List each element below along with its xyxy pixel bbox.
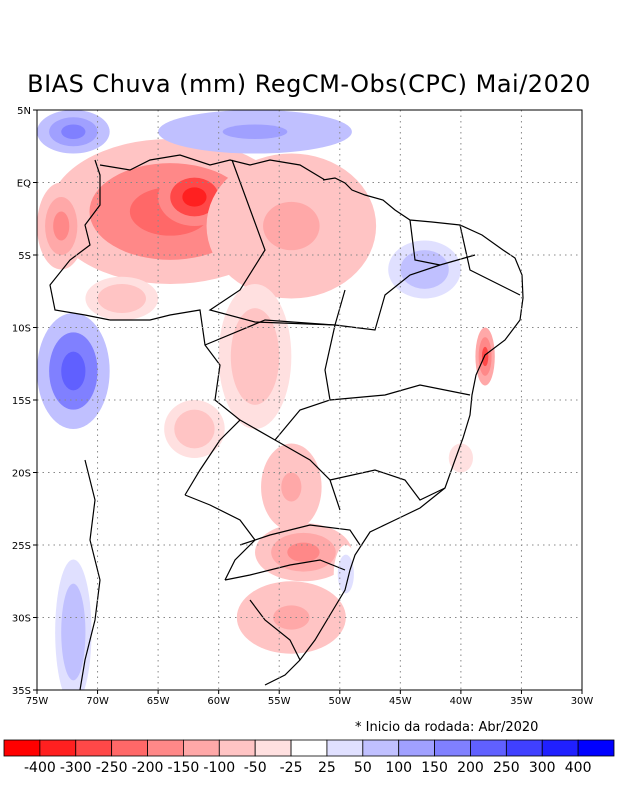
- colorbar-swatch: [147, 739, 184, 757]
- colorbar-swatch: [183, 739, 220, 757]
- bias-region-para-dry: [263, 201, 320, 251]
- bias-region-chile-coast-wet: [67, 607, 80, 657]
- colorbar-label: 300: [529, 760, 556, 776]
- colorbar-swatch: [505, 739, 543, 757]
- border-venezuela-guianas: [99, 154, 326, 181]
- lon-tick-label: 35W: [510, 696, 533, 707]
- colorbar-label: -50: [244, 760, 267, 776]
- colorbar-swatch: [39, 739, 77, 757]
- colorbar-swatch: [541, 739, 579, 757]
- political-borders: [49, 154, 524, 690]
- lon-tick-label: 40W: [450, 696, 473, 707]
- colorbar-label: -250: [96, 760, 128, 776]
- lon-tick-label: 30W: [571, 696, 594, 707]
- lat-tick-label: 5N: [17, 106, 31, 117]
- colorbar-label: 400: [565, 760, 592, 776]
- colorbar-swatch: [75, 739, 113, 757]
- lon-tick-label: 45W: [389, 696, 412, 707]
- colorbar-swatch: [434, 739, 471, 757]
- colorbar-swatch: [254, 739, 292, 757]
- lon-tick-label: 60W: [207, 696, 230, 707]
- lat-tick-label: 25S: [12, 541, 31, 552]
- border-northeast-states: [409, 219, 521, 296]
- colorbar-swatch: [362, 739, 400, 757]
- colorbar-swatch: [111, 739, 148, 757]
- border-paraguay: [184, 494, 256, 581]
- lat-tick-label: EQ: [17, 179, 31, 190]
- lon-tick-label: 75W: [26, 696, 49, 707]
- border-mato-grosso: [204, 319, 336, 441]
- colorbar-label: -300: [60, 760, 92, 776]
- lat-tick-label: 30S: [12, 614, 31, 625]
- colorbar-label: 25: [318, 760, 336, 776]
- bias-region-amazon-core-dry: [182, 187, 207, 207]
- colorbar-label: -200: [132, 760, 164, 776]
- border-colombia-peru: [49, 159, 111, 321]
- border-tocantins-bahia: [334, 254, 476, 331]
- colorbar-swatch: [3, 739, 41, 757]
- coastline: [264, 177, 524, 686]
- bias-region-pantanal-dry: [184, 419, 205, 439]
- border-bolivia: [110, 309, 241, 496]
- bias-region-piaui-wet: [412, 259, 437, 280]
- lat-tick-label: 10S: [12, 324, 31, 335]
- colorbar: -400 -300 -250 -200 -150 -100 -50 -25 25 50 100 150…: [3, 739, 615, 776]
- colorbar-label: 150: [421, 760, 448, 776]
- bias-region-mato-grosso-dry: [242, 332, 268, 381]
- bias-region-colombia-wet: [61, 124, 86, 139]
- colorbar-label: -25: [280, 760, 303, 776]
- colorbar-label: 100: [385, 760, 412, 776]
- bias-region-bahia-coast-dry: [481, 346, 489, 367]
- border-uruguay: [249, 599, 301, 661]
- colorbar-label: -400: [24, 760, 56, 776]
- colorbar-swatch: [577, 739, 615, 757]
- border-bahia-minas: [329, 384, 471, 401]
- border-minas: [329, 469, 446, 501]
- lon-tick-label: 70W: [86, 696, 109, 707]
- bias-region-peru-bolivia-wet: [61, 351, 86, 391]
- colorbar-label: -100: [203, 760, 235, 776]
- border-rs: [224, 559, 346, 581]
- lat-tick-label: 35S: [12, 686, 31, 697]
- lon-tick-label: 65W: [147, 696, 170, 707]
- run-start-note: * Inicio da rodada: Abr/2020: [355, 720, 539, 735]
- bias-region-amazon-west-dry: [53, 211, 70, 241]
- lat-tick-label: 20S: [12, 469, 31, 480]
- colorbar-label: 250: [493, 760, 520, 776]
- border-parana-sc: [239, 524, 361, 546]
- border-chile-argentina: [79, 459, 101, 690]
- border-goias-ms: [239, 419, 341, 511]
- bias-region-ms-dry: [281, 472, 302, 502]
- colorbar-label: -150: [168, 760, 200, 776]
- map-title: BIAS Chuva (mm) RegCM-Obs(CPC) Mai/2020: [27, 70, 591, 98]
- colorbar-label: 200: [457, 760, 484, 776]
- bias-field: [37, 110, 495, 690]
- lon-tick-label: 55W: [268, 696, 291, 707]
- lon-tick-label: 50W: [328, 696, 351, 707]
- colorbar-swatch: [398, 739, 435, 757]
- bias-region-guianas-wet: [222, 124, 288, 139]
- colorbar-swatch: [218, 739, 256, 757]
- lat-tick-label: 15S: [12, 396, 31, 407]
- colorbar-swatch: [290, 739, 328, 757]
- colorbar-swatch: [326, 739, 364, 757]
- lat-tick-label: 5S: [18, 251, 31, 262]
- colorbar-swatch: [470, 739, 507, 757]
- colorbar-label: 50: [354, 760, 372, 776]
- bias-region-acre-dry: [109, 291, 134, 306]
- axis-labels: 75W 70W 65W 60W 55W 50W 45W 40W 35W 30W 5N EQ 5S 10S 1…: [12, 106, 593, 707]
- bias-region-parana-dry: [287, 542, 320, 562]
